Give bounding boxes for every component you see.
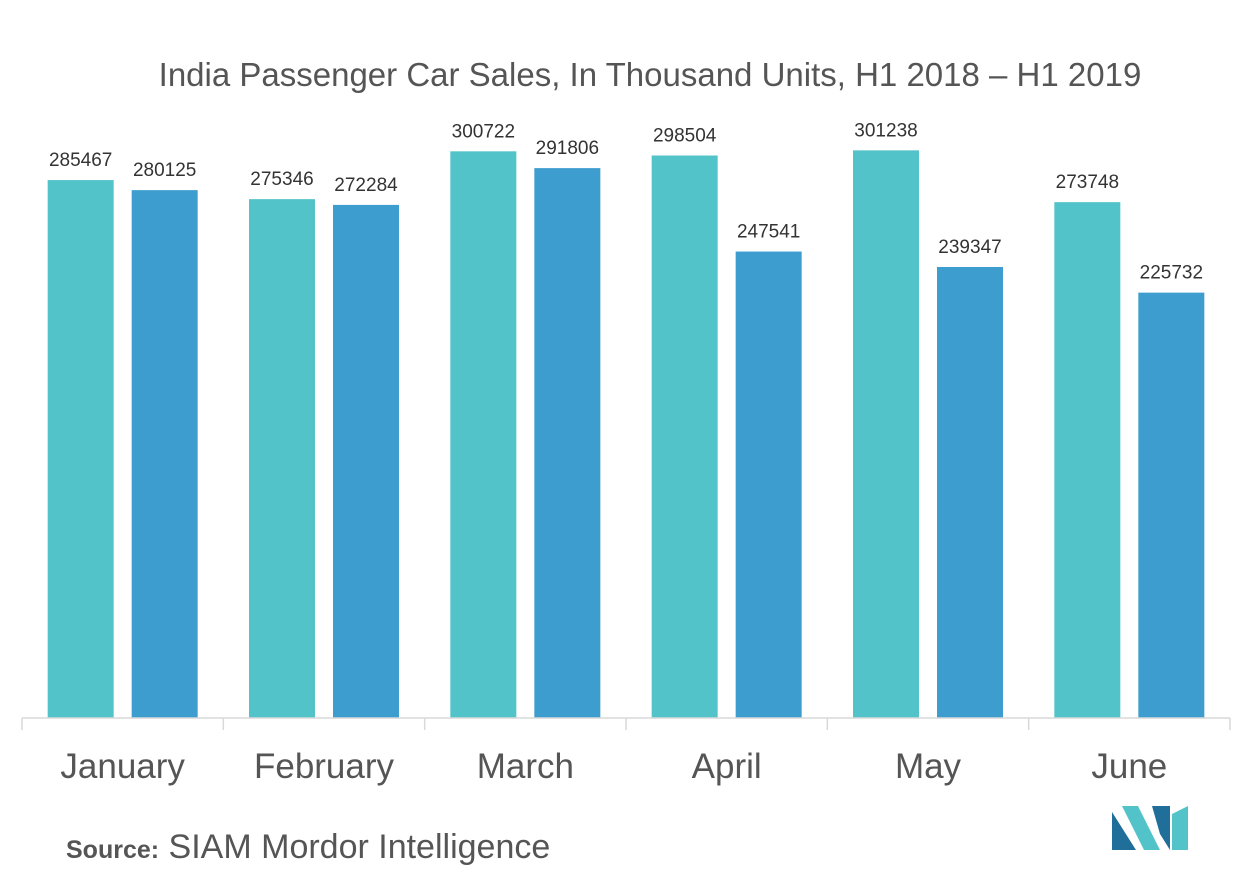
data-label-june-series-1: 273748 [1056,172,1119,193]
logo-right-shape [1152,806,1170,850]
x-tick-label-january: January [60,747,185,786]
source-note: Source: SIAM Mordor Intelligence [66,828,550,867]
brand-logo [1112,806,1188,850]
bar-march-series-2 [534,168,601,719]
source-label: Source: [66,836,160,864]
data-label-april-series-2: 247541 [737,222,800,243]
data-label-june-series-2: 225732 [1140,263,1203,284]
data-labels-layer: 285467 280125 275346 272284 300722 291806 2985… [49,120,1203,283]
bar-april-series-2 [735,251,802,719]
logo-left-shape [1112,812,1136,850]
bar-february-series-2 [333,204,399,718]
x-axis: January February March April May June [21,717,1231,786]
data-label-january-series-2: 280125 [133,160,196,181]
data-label-march-series-2: 291806 [536,138,599,159]
data-label-march-series-1: 300722 [452,121,515,142]
bar-march-series-1 [450,151,517,719]
x-tick-label-june: June [1091,747,1167,786]
data-label-may-series-1: 301238 [854,120,917,141]
x-tick-label-march: March [477,747,574,786]
bar-february-series-1 [249,199,315,718]
bar-january-series-2 [131,190,198,718]
bar-april-series-1 [651,155,718,718]
x-tick-label-february: February [254,747,395,786]
chart-title: India Passenger Car Sales, In Thousand U… [158,56,1142,93]
x-tick-label-may: May [895,747,962,786]
data-label-february-series-2: 272284 [334,175,398,196]
bars-layer [47,150,1205,719]
logo-middle-shape [1122,806,1160,850]
bar-june-series-1 [1054,202,1121,718]
source-text: SIAM Mordor Intelligence [168,828,551,866]
data-label-april-series-1: 298504 [653,126,717,147]
data-label-january-series-1: 285467 [49,150,112,171]
x-tick-label-april: April [692,747,762,786]
data-label-may-series-2: 239347 [938,237,1001,258]
logo-right-accent [1172,806,1188,850]
bar-may-series-2 [937,266,1003,718]
data-label-february-series-1: 275346 [250,169,313,190]
bar-june-series-2 [1138,292,1205,718]
bar-january-series-1 [47,180,114,718]
bar-may-series-1 [853,150,919,719]
